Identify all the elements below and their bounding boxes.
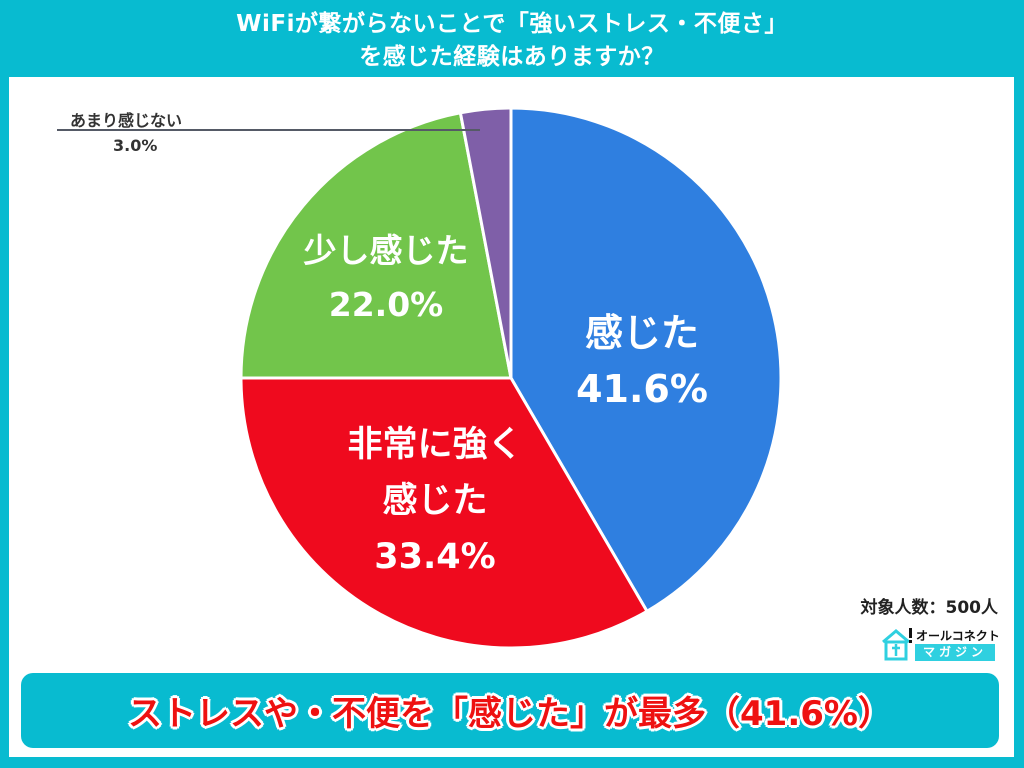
pie-slice-felt [509,106,783,614]
slice-label-not-much: あまり感じない [70,111,183,130]
chart-title-line-2: を感じた経験はありますか？ [359,44,665,70]
pie-slice-slightly [239,111,513,380]
slice-name-felt: 感じた [584,311,699,355]
house-icon [882,628,912,661]
pie-slice-not-much [458,106,513,379]
slice-value-felt: 41.6% [576,367,708,411]
logo-text-top: オールコネクト [916,629,1000,643]
chart-title: WiFiが繋がらないことで「強いストレス・不便さ」 を感じた経験はありますか？ [0,0,1024,92]
slice-label-felt: 感じた 41.6% [572,305,712,417]
logo-text-bottom: マガジン [915,644,995,661]
sample-size-note: 対象人数：500人 [860,598,999,618]
chart-title-line-1: WiFiが繋がらないことで「強いストレス・不便さ」 [236,11,788,37]
summary-banner: ストレスや・不便を「感じた」が最多（41.6%） [21,673,999,748]
callout-leader-line [57,129,480,131]
pie-slice-very-strongly [239,376,650,650]
brand-logo: オールコネクト マガジン [880,626,1000,664]
slice-value-very-strongly: 33.4% [374,537,496,577]
slice-name-very-strongly-2: 感じた [382,481,488,521]
slice-label-slightly: 少し感じた 22.0% [286,224,486,332]
summary-banner-text: ストレスや・不便を「感じた」が最多（41.6%） [128,694,892,734]
slice-value-not-much: 3.0% [113,136,158,155]
slice-name-slightly: 少し感じた [303,231,469,270]
slice-name-very-strongly-1: 非常に強く [347,425,523,465]
slice-value-slightly: 22.0% [328,285,444,324]
slice-label-very-strongly: 非常に強く 感じた 33.4% [320,417,550,585]
